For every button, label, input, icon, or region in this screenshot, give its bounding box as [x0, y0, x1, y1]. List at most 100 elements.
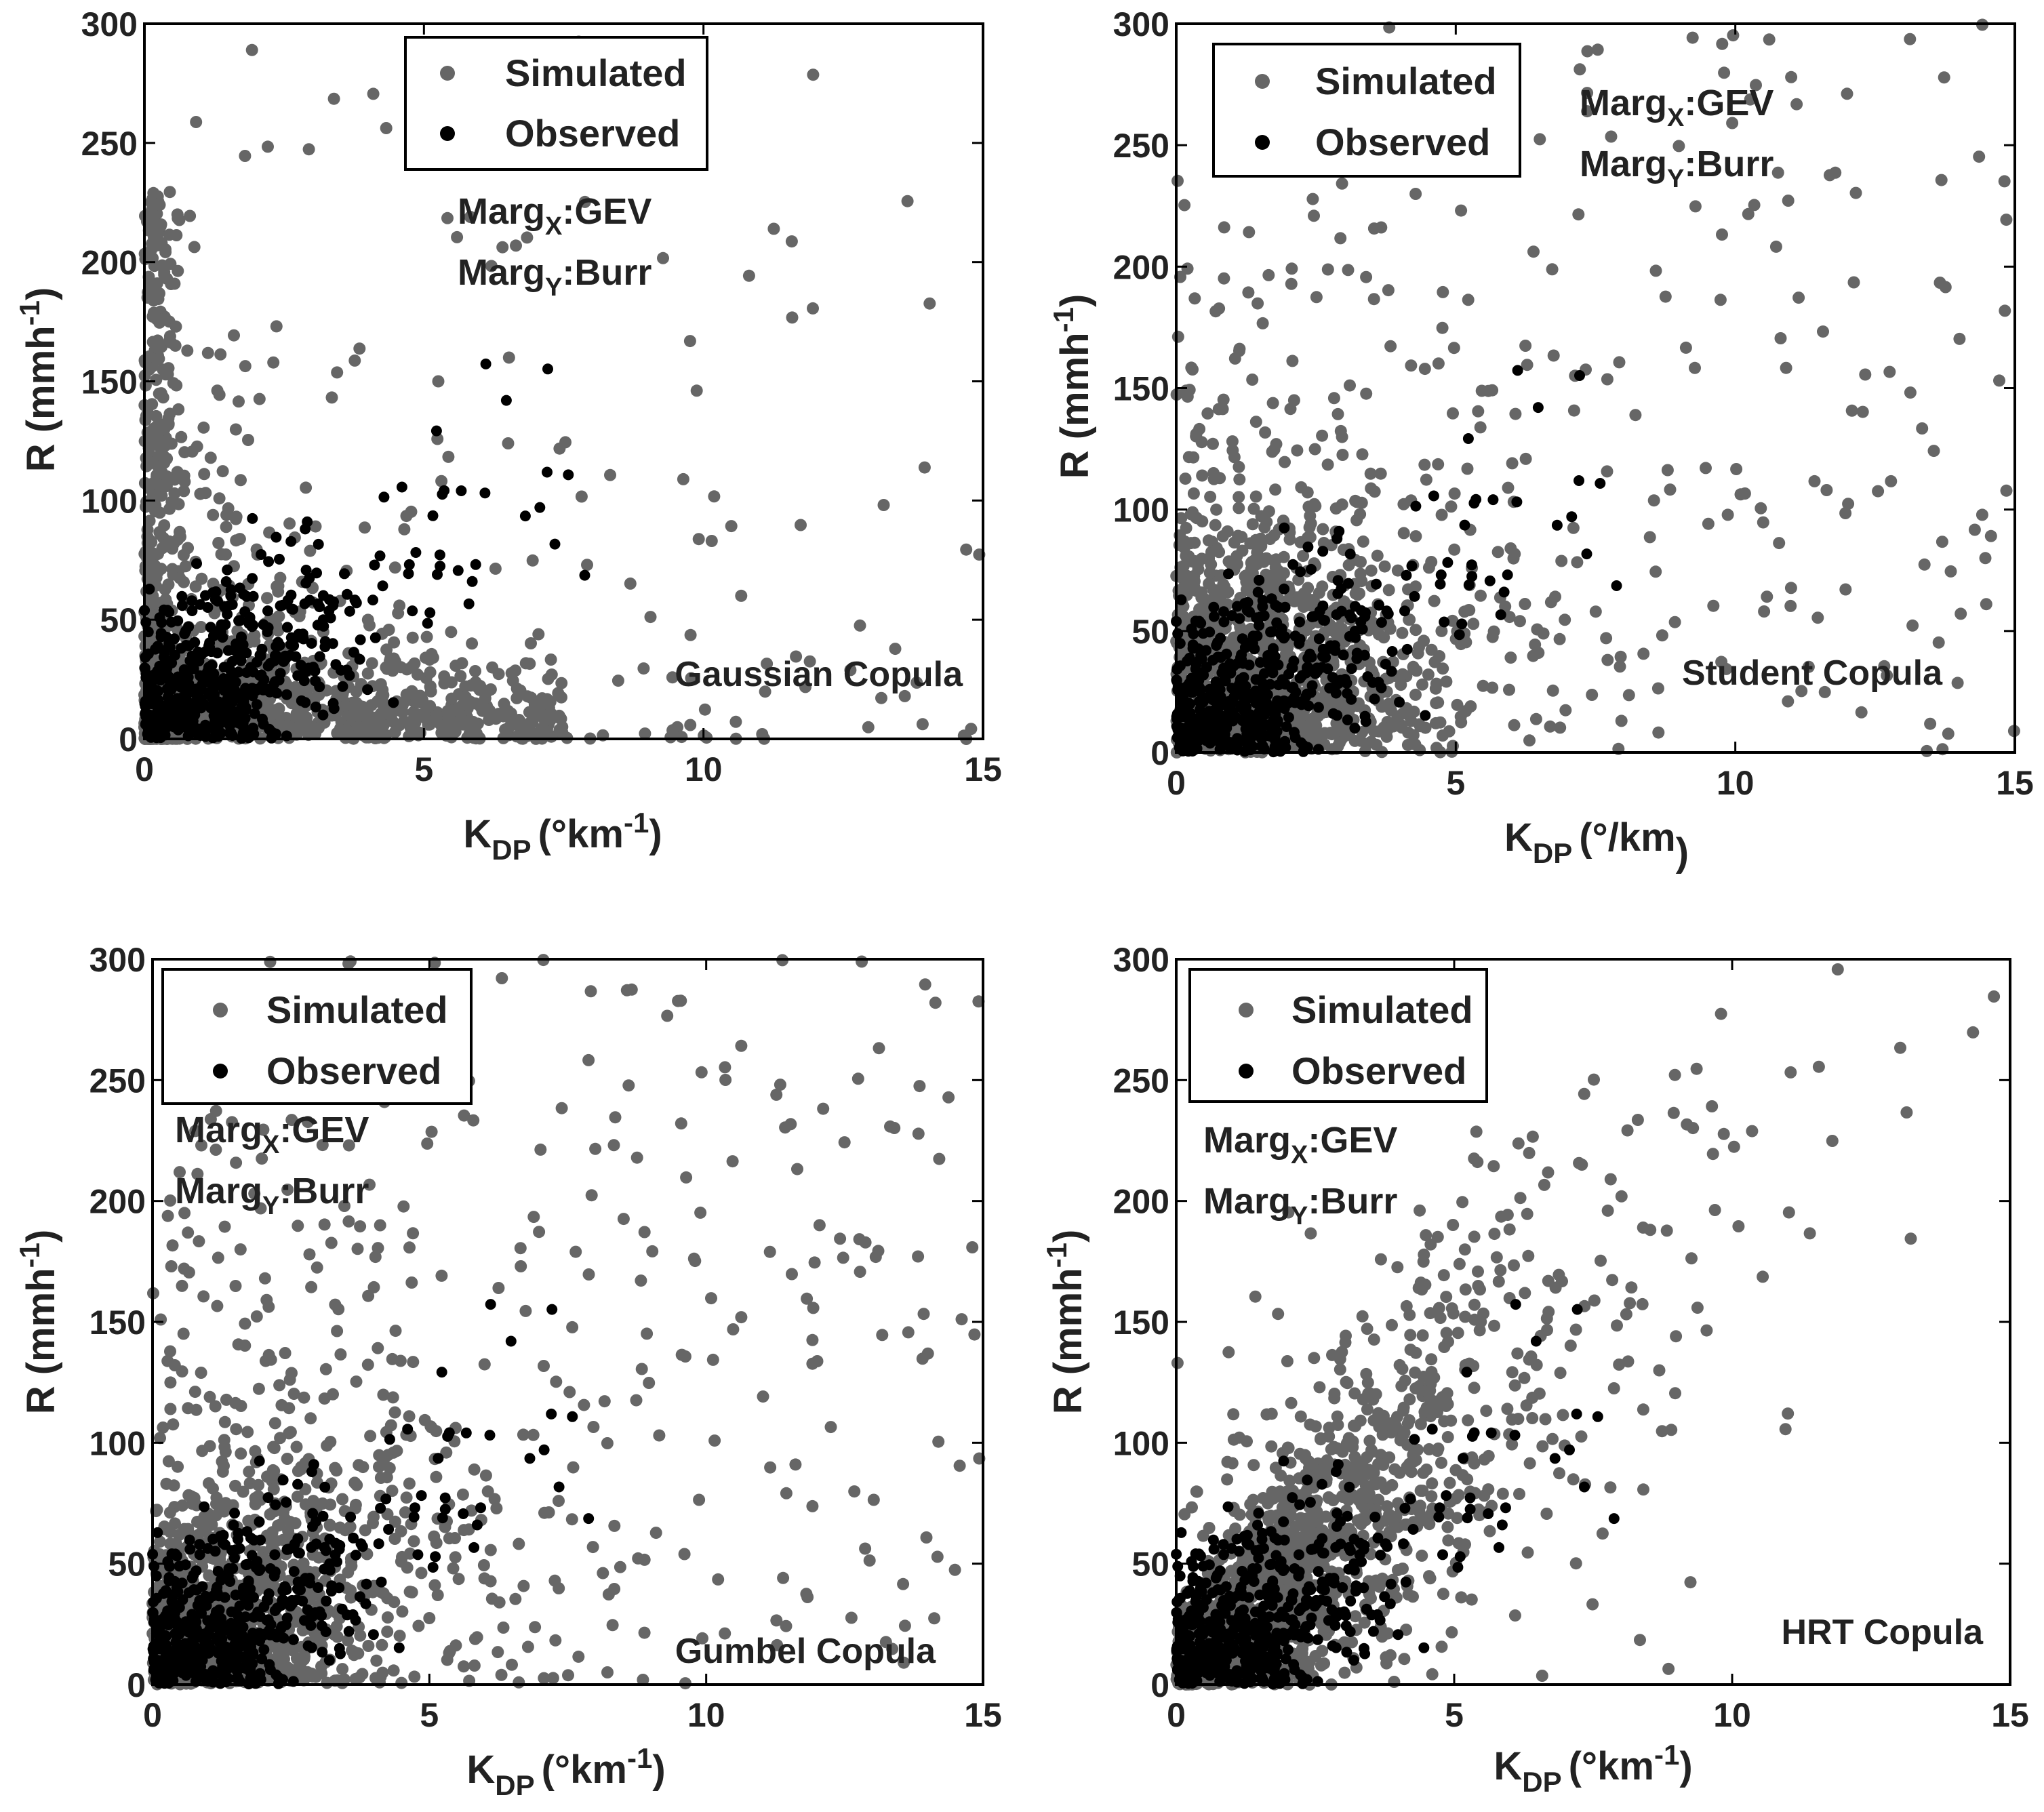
simulated-point: [538, 1360, 550, 1372]
observed-point: [317, 709, 329, 721]
simulated-point: [445, 626, 458, 639]
observed-point: [1349, 626, 1361, 637]
simulated-point: [233, 395, 245, 408]
simulated-point: [424, 700, 437, 712]
simulated-point: [170, 379, 183, 392]
simulated-point: [177, 548, 190, 561]
simulated-point: [1178, 199, 1191, 212]
simulated-point: [1188, 292, 1201, 305]
simulated-point: [587, 1421, 600, 1433]
simulated-point: [1355, 556, 1367, 568]
simulated-point: [641, 1327, 654, 1340]
simulated-point: [1378, 631, 1390, 644]
simulated-point: [555, 691, 567, 704]
simulated-point: [1230, 550, 1243, 563]
simulated-point: [158, 519, 171, 531]
observed-point: [1259, 683, 1270, 694]
x-tick-label: 5: [414, 750, 433, 788]
simulated-point: [1591, 43, 1604, 56]
observed-point: [1439, 616, 1450, 628]
x-tick-label: 0: [135, 750, 154, 788]
simulated-point: [1207, 437, 1219, 450]
marg-x-annotation: MargX:GEV: [458, 191, 652, 241]
simulated-point: [1267, 554, 1280, 567]
observed-point: [218, 685, 230, 696]
simulated-point: [178, 576, 190, 588]
simulated-point: [608, 1583, 621, 1595]
observed-point: [1227, 715, 1239, 727]
simulated-point: [1998, 175, 2011, 188]
simulated-point: [1209, 305, 1222, 318]
observed-point: [500, 395, 512, 406]
simulated-point: [142, 224, 155, 237]
observed-point: [186, 595, 197, 607]
simulated-point: [1348, 734, 1361, 747]
simulated-point: [1509, 407, 1522, 420]
simulated-point: [400, 510, 413, 523]
simulated-point: [1763, 33, 1776, 46]
simulated-point: [555, 677, 568, 689]
simulated-point: [1233, 460, 1245, 473]
observed-point: [1312, 702, 1324, 713]
simulated-point: [468, 1463, 481, 1476]
observed-point: [1376, 617, 1387, 628]
observed-point: [172, 615, 184, 626]
observed-point: [274, 640, 285, 651]
simulated-point: [1773, 537, 1786, 550]
simulated-point: [630, 1151, 643, 1164]
simulated-point: [550, 1375, 563, 1388]
observed-point: [1334, 525, 1345, 537]
simulated-point: [300, 481, 313, 494]
simulated-point: [1927, 445, 1940, 458]
simulated-point: [242, 434, 254, 446]
simulated-point: [387, 1664, 400, 1677]
simulated-point: [166, 563, 179, 576]
observed-point: [1196, 653, 1207, 665]
simulated-point: [1993, 374, 2005, 387]
simulated-point: [1375, 221, 1388, 234]
simulated-point: [1316, 429, 1329, 442]
observed-point: [1215, 632, 1226, 644]
simulated-point: [159, 368, 172, 381]
simulated-point: [637, 662, 650, 675]
simulated-point: [705, 535, 718, 547]
simulated-point: [1233, 491, 1245, 504]
simulated-point: [639, 727, 652, 740]
simulated-point: [1782, 695, 1795, 708]
observed-point: [1254, 574, 1265, 586]
simulated-point: [174, 525, 186, 538]
simulated-point: [601, 1437, 614, 1449]
simulated-point: [519, 1304, 532, 1317]
simulated-point: [1437, 729, 1449, 742]
simulated-point: [1196, 469, 1209, 482]
simulated-point: [364, 1430, 377, 1443]
observed-point: [172, 671, 184, 683]
observed-point: [249, 708, 260, 719]
observed-point: [270, 649, 281, 661]
observed-point: [300, 578, 312, 589]
simulated-point: [1487, 625, 1500, 638]
legend-box: [404, 36, 708, 171]
observed-point: [256, 549, 267, 560]
observed-point: [314, 651, 325, 662]
observed-point: [1566, 511, 1578, 523]
simulated-point: [160, 1477, 173, 1490]
simulated-point: [1455, 204, 1468, 217]
simulated-point: [496, 972, 508, 984]
simulated-point: [919, 978, 931, 991]
simulated-point: [780, 1487, 793, 1499]
observed-point: [251, 699, 262, 710]
observed-point: [310, 675, 321, 687]
simulated-point: [1259, 426, 1272, 439]
simulated-point: [388, 561, 401, 574]
simulated-point: [235, 1447, 247, 1460]
observed-point: [328, 596, 339, 607]
simulated-point: [1980, 598, 1992, 611]
simulated-point: [929, 996, 942, 1009]
observed-point: [369, 559, 380, 571]
simulated-point: [380, 122, 393, 134]
simulated-point: [1344, 379, 1356, 392]
observed-point: [1502, 569, 1513, 580]
simulated-point: [1955, 607, 1967, 620]
simulated-point: [1872, 485, 1885, 498]
